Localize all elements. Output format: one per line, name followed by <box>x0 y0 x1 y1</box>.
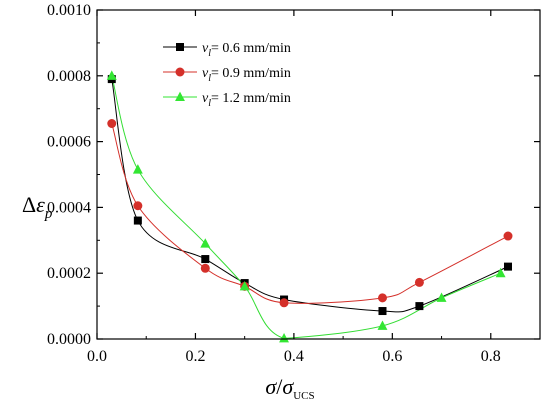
y-tick-label: 0.0010 <box>47 2 91 19</box>
data-point-series-3 <box>132 164 143 174</box>
fit-curves <box>111 75 509 339</box>
legend-label: vl= 0.6 mm/min <box>202 41 291 59</box>
data-point-series-2 <box>279 298 289 308</box>
y-tick-label: 0.0008 <box>47 68 91 85</box>
data-point-series-1 <box>415 302 424 311</box>
axes: 0.0 0.2 0.4 0.6 0.8 0.0000 0.0002 0.0004 0.0006 0… <box>47 2 541 365</box>
legend-marker <box>175 67 185 77</box>
y-tick-label: 0.0002 <box>47 265 91 282</box>
data-point-series-2 <box>200 263 210 273</box>
data-point-series-2 <box>107 119 117 129</box>
y-axis-label: Δεp <box>22 192 53 222</box>
legend-marker <box>176 43 184 51</box>
data-point-series-3 <box>239 280 250 291</box>
data-point-series-1 <box>378 307 387 316</box>
data-point-series-3 <box>377 320 388 330</box>
legend-marker <box>175 91 185 102</box>
data-point-series-3 <box>279 332 289 343</box>
y-tick-label: 0.0000 <box>47 331 91 348</box>
y-tick-label: 0.0006 <box>47 134 91 151</box>
x-tick-label: 0.8 <box>481 348 501 365</box>
data-point-series-3 <box>436 292 447 302</box>
fit-curve-series-2 <box>111 123 509 304</box>
legend: vl= 0.6 mm/min vl= 0.9 mm/min vl= 1.2 mm/m… <box>163 41 291 109</box>
data-point-series-2 <box>503 231 513 241</box>
fit-curve-series-1 <box>111 78 509 313</box>
x-tick-label: 0.2 <box>185 348 205 365</box>
data-point-series-3 <box>106 70 117 80</box>
legend-label: vl= 0.9 mm/min <box>202 66 291 84</box>
data-point-series-2 <box>414 277 424 287</box>
data-markers <box>106 70 513 343</box>
x-axis-label: σ/σUCS <box>265 374 314 402</box>
y-tick-label: 0.0004 <box>47 199 91 216</box>
data-point-series-3 <box>495 267 506 278</box>
data-point-series-2 <box>377 293 387 303</box>
data-point-series-1 <box>504 262 513 271</box>
data-point-series-2 <box>133 201 143 211</box>
x-tick-label: 0.6 <box>382 348 402 365</box>
x-tick-label: 0.0 <box>87 348 107 365</box>
legend-label: vl= 1.2 mm/min <box>202 91 291 109</box>
data-point-series-3 <box>200 238 211 248</box>
x-tick-label: 0.4 <box>284 348 304 365</box>
plot-frame <box>96 9 541 340</box>
data-point-series-1 <box>201 255 210 264</box>
data-point-series-1 <box>133 216 142 225</box>
